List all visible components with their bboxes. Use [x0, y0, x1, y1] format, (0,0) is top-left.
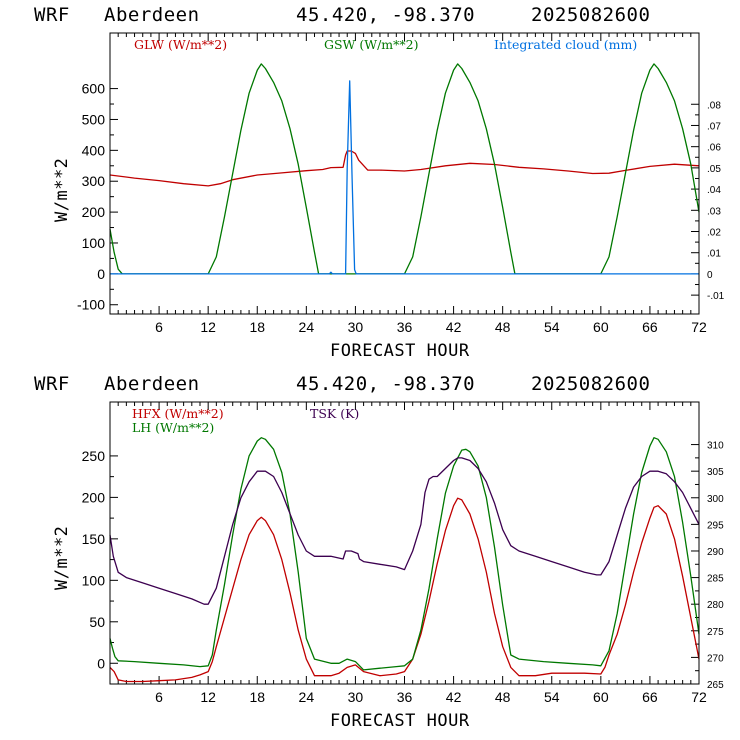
bottom-y-axis-title: W/m**2: [52, 526, 72, 590]
top-x-axis-title: FORECAST HOUR: [330, 341, 470, 361]
legend-gsw: GSW (W/m**2): [324, 37, 419, 52]
y-tick-label: 400: [82, 142, 106, 158]
y-tick-label: 100: [82, 235, 106, 251]
top-y-axis-title: W/m**2: [52, 158, 72, 222]
x-tick-label: 42: [446, 319, 462, 335]
header-model: WRF: [34, 373, 70, 395]
top-series-integrated-line: [110, 80, 699, 275]
x-tick-label: 60: [593, 689, 609, 705]
y2-tick-label: .01: [707, 249, 721, 260]
y2-tick-label: 285: [707, 574, 724, 585]
y2-tick-label: 265: [707, 680, 724, 691]
y2-tick-label: 275: [707, 627, 724, 638]
legend-lh: LH (W/m**2): [132, 420, 214, 435]
header-coords: 45.420, -98.370: [296, 4, 475, 26]
x-tick-label: 48: [495, 319, 511, 335]
x-tick-label: 66: [642, 689, 658, 705]
legend-tsk: TSK (K): [310, 406, 359, 421]
y2-tick-label: 300: [707, 494, 724, 505]
y-tick-label: 200: [82, 204, 106, 220]
y2-tick-label: 290: [707, 547, 724, 558]
header-coords: 45.420, -98.370: [296, 373, 475, 395]
x-tick-label: 18: [249, 319, 265, 335]
header-run: 2025082600: [531, 4, 650, 26]
x-tick-label: 54: [544, 689, 560, 705]
y2-tick-label: 295: [707, 520, 724, 531]
y-tick-label: 250: [82, 448, 106, 464]
legend-hfx: HFX (W/m**2): [132, 406, 224, 421]
y2-tick-label: .07: [707, 121, 721, 132]
x-tick-label: 12: [200, 319, 216, 335]
y2-tick-label: 280: [707, 600, 724, 611]
x-tick-label: 36: [397, 689, 413, 705]
header-station: Aberdeen: [104, 373, 200, 395]
bottom-legend: HFX (W/m**2) LH (W/m**2) TSK (K): [132, 406, 359, 435]
top-legend: GLW (W/m**2) GSW (W/m**2) Integrated clo…: [134, 37, 637, 52]
y2-tick-label: -.01: [707, 291, 725, 302]
y-tick-label: 50: [89, 614, 105, 630]
top-series-gsw-line: [109, 63, 700, 275]
header-run: 2025082600: [531, 373, 650, 395]
y2-tick-label: .06: [707, 143, 721, 154]
header-top: WRF Aberdeen 45.420, -98.370 2025082600: [34, 4, 650, 26]
y-tick-label: 0: [97, 266, 105, 282]
x-tick-label: 66: [642, 319, 658, 335]
y-tick-label: 500: [82, 111, 106, 127]
top-series-glw-line: [109, 150, 700, 187]
x-tick-label: 18: [249, 689, 265, 705]
x-tick-label: 48: [495, 689, 511, 705]
top-plot-frame: [109, 32, 700, 315]
top-tick-group: 6 12 18 24 30 36 42 48 54 60 66 72 -100 0 100 200 300 400…: [77, 33, 725, 335]
y2-tick-label: .08: [707, 100, 721, 111]
bottom-series-group: [109, 437, 700, 683]
x-tick-label: 6: [155, 689, 163, 705]
bottom-plot-frame: [109, 401, 700, 685]
x-tick-label: 24: [299, 319, 315, 335]
y-tick-label: 150: [82, 531, 106, 547]
bottom-series-hfx-line: [109, 497, 700, 683]
x-tick-label: 30: [348, 319, 364, 335]
x-tick-label: 60: [593, 319, 609, 335]
top-series-group: [109, 63, 700, 275]
bottom-tick-group: 6 12 18 24 30 36 42 48 54 60 66 72 0 50 100 150 200 250 26…: [82, 402, 724, 705]
chart-top: 6 12 18 24 30 36 42 48 54 60 66 72 -100 0 100 200 300 400…: [52, 32, 725, 361]
bottom-series-lh-line: [109, 437, 700, 671]
header-model: WRF: [34, 4, 70, 26]
y2-tick-label: 305: [707, 467, 724, 478]
header-station: Aberdeen: [104, 4, 200, 26]
header-bottom: WRF Aberdeen 45.420, -98.370 2025082600: [34, 373, 650, 395]
x-tick-label: 30: [348, 689, 364, 705]
y-tick-label: 600: [82, 81, 106, 97]
bottom-x-axis-title: FORECAST HOUR: [330, 711, 470, 731]
y2-tick-label: .05: [707, 164, 721, 175]
y2-tick-label: .03: [707, 206, 721, 217]
x-tick-label: 72: [691, 689, 707, 705]
y-tick-label: 200: [82, 489, 106, 505]
chart-bottom: 6 12 18 24 30 36 42 48 54 60 66 72 0 50 100 150 200 250 26…: [52, 401, 724, 731]
legend-cloud: Integrated cloud (mm): [494, 37, 637, 52]
x-tick-label: 54: [544, 319, 560, 335]
x-tick-label: 12: [200, 689, 216, 705]
y2-tick-label: .02: [707, 228, 721, 239]
y2-tick-label: .04: [707, 185, 721, 196]
y-tick-label: 100: [82, 572, 106, 588]
x-tick-label: 72: [691, 319, 707, 335]
x-tick-label: 6: [155, 319, 163, 335]
y2-tick-label: 270: [707, 653, 724, 664]
y-tick-label: 300: [82, 173, 106, 189]
y-tick-label: -100: [77, 297, 105, 313]
legend-glw: GLW (W/m**2): [134, 37, 227, 52]
x-tick-label: 36: [397, 319, 413, 335]
bottom-series-tsk-line: [109, 457, 700, 605]
y2-tick-label: 0: [707, 270, 713, 281]
y-tick-label: 0: [97, 655, 105, 671]
y2-tick-label: 310: [707, 441, 724, 452]
x-tick-label: 42: [446, 689, 462, 705]
x-tick-label: 24: [299, 689, 315, 705]
